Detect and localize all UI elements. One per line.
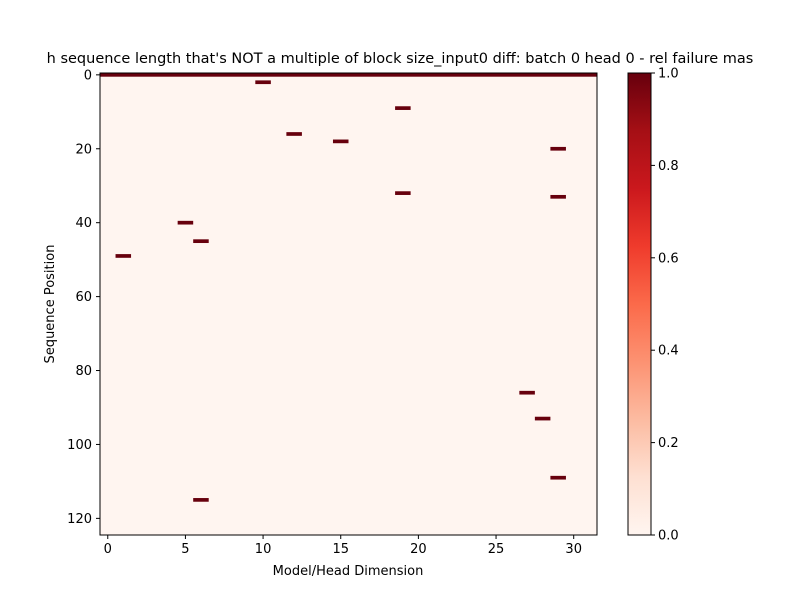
heatmap-cell xyxy=(115,254,132,258)
y-axis-ticks: 0 20 40 60 80 100 120 xyxy=(67,68,100,527)
heatmap-cell xyxy=(395,191,411,195)
heatmap-cell xyxy=(177,220,194,225)
colorbar-tick-label: 0.4 xyxy=(658,344,679,359)
chart-title: h sequence length that's NOT a multiple … xyxy=(47,51,754,67)
colorbar-tick-label: 0.0 xyxy=(658,529,679,544)
plot-area xyxy=(100,73,597,535)
heatmap-cell xyxy=(550,194,566,199)
y-tick-label: 120 xyxy=(67,512,92,527)
x-tick-label: 5 xyxy=(181,542,189,557)
plot-frame xyxy=(99,72,598,536)
y-tick-label: 20 xyxy=(75,142,92,157)
heatmap-full-row xyxy=(100,73,597,77)
heatmap-cell xyxy=(193,498,209,502)
heatmap-cell xyxy=(193,239,209,244)
colorbar-tick-label: 0.2 xyxy=(658,436,679,451)
heatmap-cell xyxy=(550,475,566,480)
heatmap-cell xyxy=(534,416,551,421)
colorbar-ticks: 0.0 0.2 0.4 0.6 0.8 1.0 xyxy=(651,67,679,544)
heatmap-cell xyxy=(519,390,535,395)
heatmap-cell xyxy=(332,139,349,144)
x-tick-label: 30 xyxy=(565,542,582,557)
heatmap-cell xyxy=(286,132,302,136)
y-tick-label: 100 xyxy=(67,438,92,453)
heatmap-cell xyxy=(255,80,271,85)
colorbar-tick-label: 0.8 xyxy=(658,159,679,174)
y-tick-label: 80 xyxy=(75,364,92,379)
x-axis-ticks: 0 5 10 15 20 25 30 xyxy=(104,535,582,557)
y-tick-label: 40 xyxy=(75,216,92,231)
x-tick-label: 20 xyxy=(410,542,427,557)
heatmap-cell xyxy=(395,106,411,110)
colorbar xyxy=(627,72,652,536)
colorbar-tick-label: 1.0 xyxy=(658,67,679,82)
heatmap-background xyxy=(100,73,597,535)
colorbar-tick-label: 0.6 xyxy=(658,251,679,266)
heatmap-cell xyxy=(550,146,566,151)
y-tick-label: 60 xyxy=(75,290,92,305)
y-axis-label: Sequence Position xyxy=(43,245,58,364)
y-tick-label: 0 xyxy=(84,68,92,83)
x-tick-label: 10 xyxy=(255,542,272,557)
x-axis-label: Model/Head Dimension xyxy=(273,564,424,579)
x-tick-label: 0 xyxy=(104,542,112,557)
x-tick-label: 25 xyxy=(488,542,505,557)
heatmap-cells xyxy=(100,73,597,502)
x-tick-label: 15 xyxy=(332,542,349,557)
